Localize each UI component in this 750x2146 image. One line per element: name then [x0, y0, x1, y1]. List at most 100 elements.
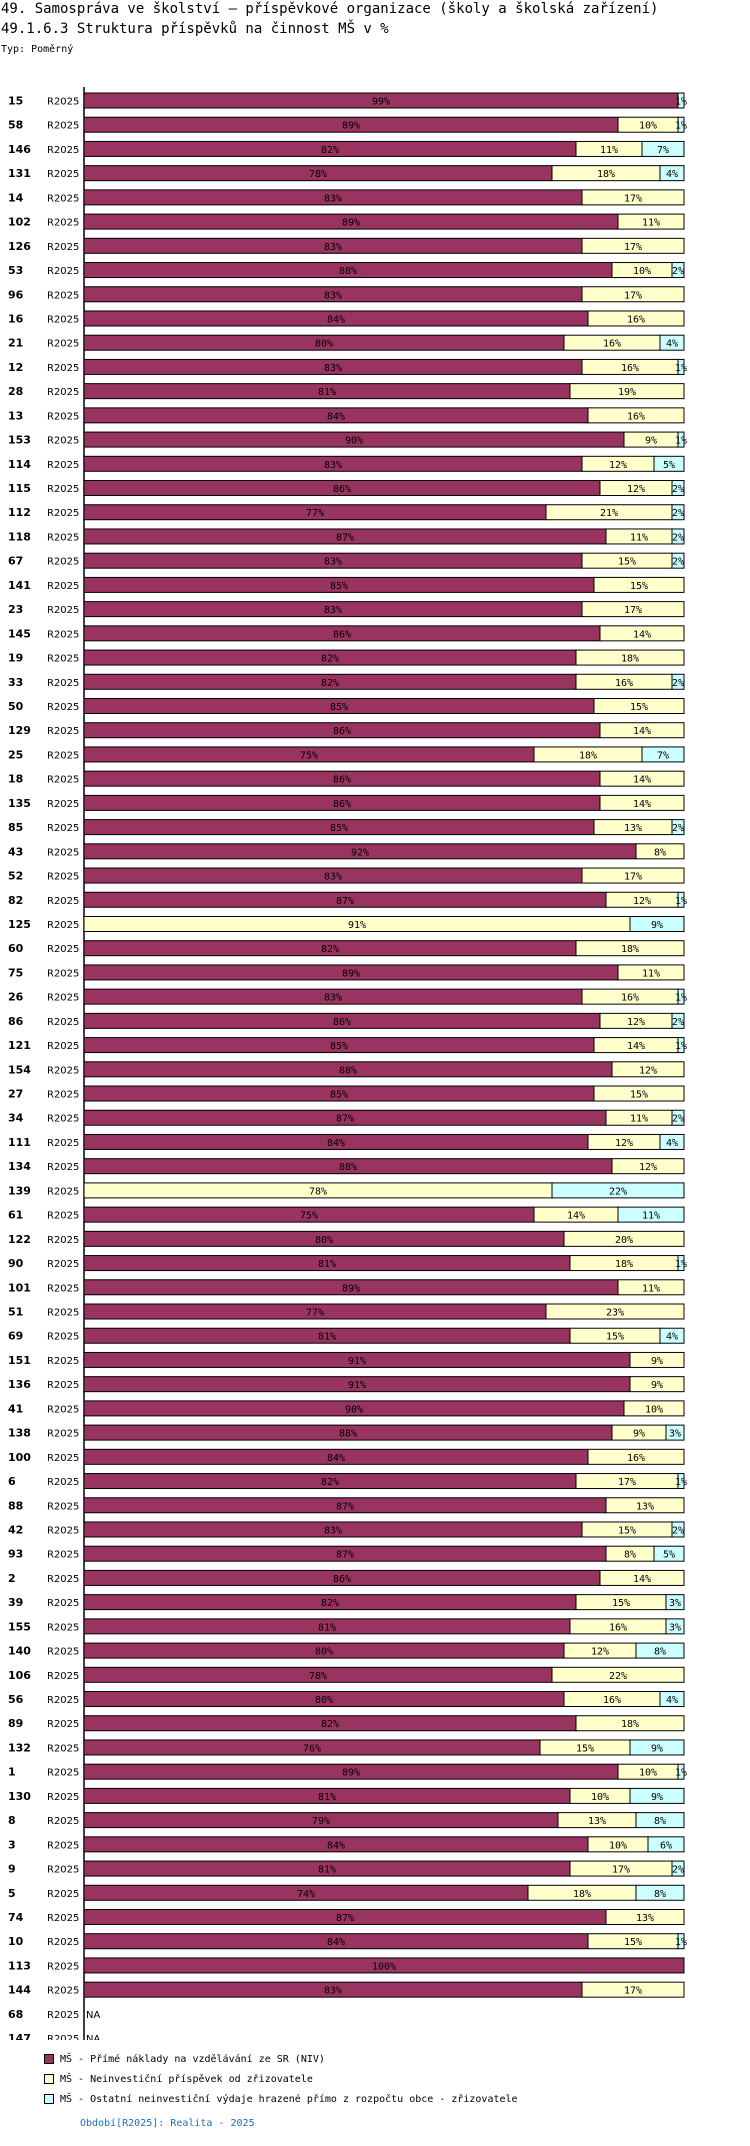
bar-segment-ostatni: [641, 140, 685, 157]
data-label: 84%: [327, 411, 345, 422]
data-label: 82%: [321, 145, 339, 156]
bar-segment-ostatni: [677, 1255, 685, 1272]
data-label: 17%: [624, 872, 642, 883]
bar-segment-ostatni: [635, 1642, 685, 1659]
data-label: 85%: [330, 1041, 348, 1052]
row-label: R2025: [47, 1986, 79, 1997]
data-label: 100%: [372, 1961, 396, 1972]
row-id: 88: [8, 1499, 23, 1512]
row-label: R2025: [47, 1332, 79, 1343]
bar-segment-ostatni: [677, 358, 685, 375]
legend-label-niv: MŠ - Přímé náklady na vzdělávání ze SR (…: [60, 2054, 325, 2065]
bar-segment-ostatni: [635, 1812, 685, 1829]
data-label: 81%: [318, 1332, 336, 1343]
row-label: R2025: [47, 1671, 79, 1682]
data-label: 12%: [615, 1138, 633, 1149]
data-label: 2%: [672, 1114, 684, 1125]
data-label: 81%: [318, 387, 336, 398]
row-label: R2025: [47, 508, 79, 519]
row-label: R2025: [47, 823, 79, 834]
data-label: 5%: [663, 460, 675, 471]
bar-segment-ostatni: [671, 528, 685, 545]
data-label: 1%: [675, 436, 687, 447]
data-label: 18%: [579, 750, 597, 761]
row-id: 85: [8, 821, 23, 834]
bar-segment-zrizovatel: [575, 649, 685, 666]
data-label: 10%: [633, 266, 651, 277]
row-label: R2025: [47, 1550, 79, 1561]
chart-type-label: Typ: Poměrný: [1, 44, 74, 55]
data-label: 17%: [624, 193, 642, 204]
bar-segment-zrizovatel: [617, 213, 685, 230]
data-label: 86%: [333, 484, 351, 495]
data-label: 9%: [633, 1429, 645, 1440]
data-label: 12%: [627, 484, 645, 495]
data-label: 16%: [609, 1622, 627, 1633]
data-label: 12%: [639, 1162, 657, 1173]
data-label: 1%: [675, 1937, 687, 1948]
bar-segment-zrizovatel: [623, 1400, 685, 1417]
bar-segment-ostatni: [671, 1521, 685, 1538]
row-id: 141: [8, 579, 31, 592]
data-label: 16%: [627, 314, 645, 325]
bar-segment-ostatni: [629, 1787, 685, 1804]
data-label: 4%: [666, 1138, 678, 1149]
row-id: 69: [8, 1330, 23, 1343]
footer-period: Období[R2025]: Realita - 2025: [80, 2118, 255, 2129]
row-label: R2025: [47, 363, 79, 374]
data-label: 84%: [327, 1937, 345, 1948]
bar-segment-ostatni: [677, 1037, 685, 1054]
bar-segment-zrizovatel: [581, 189, 685, 206]
data-label: 83%: [324, 605, 342, 616]
data-label: 91%: [348, 920, 366, 931]
data-label: 4%: [666, 1332, 678, 1343]
data-label: 89%: [342, 121, 360, 132]
row-id: 106: [8, 1669, 31, 1682]
row-id: 147: [8, 2032, 31, 2040]
data-label: 2%: [672, 1525, 684, 1536]
data-label: 8%: [624, 1550, 636, 1561]
data-label: 89%: [342, 968, 360, 979]
bar-segment-zrizovatel: [569, 383, 685, 400]
row-label: R2025: [47, 1259, 79, 1270]
row-label: R2025: [47, 1598, 79, 1609]
data-label: 12%: [591, 1647, 609, 1658]
data-label: 14%: [633, 775, 651, 786]
row-id: 144: [8, 1984, 31, 1997]
row-label: R2025: [47, 944, 79, 955]
data-label: 82%: [321, 1719, 339, 1730]
data-label: 19%: [618, 387, 636, 398]
row-label: R2025: [47, 993, 79, 1004]
data-label: 9%: [651, 1743, 663, 1754]
row-label: R2025: [47, 702, 79, 713]
bar-segment-zrizovatel: [593, 576, 685, 593]
bar-segment-ostatni: [671, 1012, 685, 1029]
row-label: R2025: [47, 1017, 79, 1028]
data-label: 79%: [312, 1816, 330, 1827]
row-id: 28: [8, 385, 23, 398]
row-id: 41: [8, 1402, 23, 1415]
row-id: 58: [8, 119, 23, 132]
row-label: R2025: [47, 1792, 79, 1803]
data-label: 81%: [318, 1622, 336, 1633]
data-label: 9%: [651, 1792, 663, 1803]
row-id: 13: [8, 409, 23, 422]
row-label: R2025: [47, 1477, 79, 1488]
row-label: R2025: [47, 1453, 79, 1464]
data-label: 22%: [609, 1671, 627, 1682]
bar-segment-ostatni: [659, 1133, 685, 1150]
bar-segment-zrizovatel: [575, 940, 685, 957]
row-label: R2025: [47, 678, 79, 689]
row-label: R2025: [47, 605, 79, 616]
row-label: R2025: [47, 1768, 79, 1779]
data-label: 82%: [321, 1477, 339, 1488]
row-label: R2025: [47, 557, 79, 568]
data-label: 81%: [318, 1792, 336, 1803]
row-id: 115: [8, 482, 31, 495]
data-label: 15%: [618, 557, 636, 568]
row-id: 129: [8, 724, 31, 737]
data-label: 15%: [630, 581, 648, 592]
bar-segment-zrizovatel: [617, 964, 685, 981]
bar-segment-ostatni: [629, 915, 685, 932]
row-id: 102: [8, 216, 31, 229]
